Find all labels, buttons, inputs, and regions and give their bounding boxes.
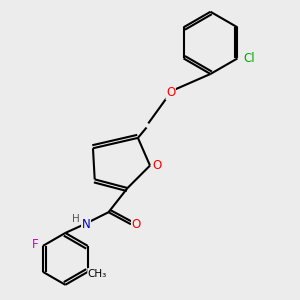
Text: N: N: [82, 218, 90, 231]
Text: CH₃: CH₃: [88, 268, 107, 279]
Text: O: O: [132, 218, 141, 231]
Text: Cl: Cl: [244, 52, 255, 65]
Text: O: O: [152, 159, 161, 172]
Text: O: O: [166, 86, 176, 100]
Text: F: F: [32, 238, 39, 251]
Text: H: H: [72, 214, 80, 224]
